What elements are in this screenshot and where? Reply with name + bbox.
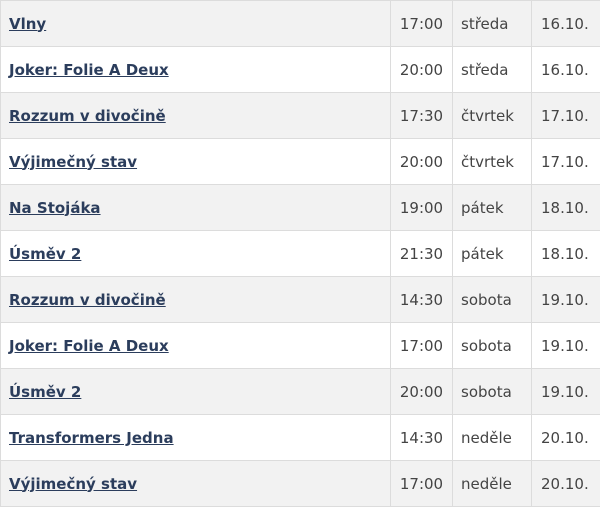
title-cell: Rozzum v divočině xyxy=(0,276,391,323)
schedule-row: Rozzum v divočině 17:30 čtvrtek 17.10. xyxy=(0,92,600,139)
schedule-row: Úsměv 2 20:00 sobota 19.10. xyxy=(0,368,600,415)
schedule-row: Výjimečný stav 20:00 čtvrtek 17.10. xyxy=(0,138,600,185)
schedule-row: Joker: Folie A Deux 17:00 sobota 19.10. xyxy=(0,322,600,369)
schedule-row: Výjimečný stav 17:00 neděle 20.10. xyxy=(0,460,600,507)
date-cell: 20.10. xyxy=(531,414,600,461)
time-cell: 17:00 xyxy=(390,460,453,507)
movie-link[interactable]: Joker: Folie A Deux xyxy=(9,60,169,79)
movie-link[interactable]: Rozzum v divočině xyxy=(9,290,166,309)
movie-link[interactable]: Výjimečný stav xyxy=(9,474,138,493)
schedule-rows: Vlny 17:00 středa 16.10. Joker: Folie A Deux… xyxy=(0,0,600,507)
day-cell: pátek xyxy=(452,184,532,231)
time-cell: 19:00 xyxy=(390,184,453,231)
time-cell: 21:30 xyxy=(390,230,453,277)
time-cell: 17:30 xyxy=(390,92,453,139)
date-cell: 17.10. xyxy=(531,92,600,139)
time-cell: 14:30 xyxy=(390,414,453,461)
date-cell: 19.10. xyxy=(531,368,600,415)
date-cell: 18.10. xyxy=(531,184,600,231)
title-cell: Výjimečný stav xyxy=(0,138,391,185)
title-cell: Joker: Folie A Deux xyxy=(0,322,391,369)
date-cell: 16.10. xyxy=(531,46,600,93)
day-cell: středa xyxy=(452,0,532,47)
time-cell: 20:00 xyxy=(390,46,453,93)
schedule-row: Joker: Folie A Deux 20:00 středa 16.10. xyxy=(0,46,600,93)
movie-link[interactable]: Transformers Jedna xyxy=(9,428,174,447)
schedule-row: Vlny 17:00 středa 16.10. xyxy=(0,0,600,47)
time-cell: 20:00 xyxy=(390,368,453,415)
title-cell: Vlny xyxy=(0,0,391,47)
movie-link[interactable]: Na Stojáka xyxy=(9,198,101,217)
title-cell: Úsměv 2 xyxy=(0,368,391,415)
day-cell: neděle xyxy=(452,414,532,461)
day-cell: sobota xyxy=(452,368,532,415)
time-cell: 17:00 xyxy=(390,322,453,369)
title-cell: Výjimečný stav xyxy=(0,460,391,507)
date-cell: 18.10. xyxy=(531,230,600,277)
schedule-table: Vlny 17:00 středa 16.10. Joker: Folie A Deux… xyxy=(0,0,600,507)
day-cell: čtvrtek xyxy=(452,92,532,139)
day-cell: neděle xyxy=(452,460,532,507)
date-cell: 19.10. xyxy=(531,276,600,323)
schedule-row: Úsměv 2 21:30 pátek 18.10. xyxy=(0,230,600,277)
date-cell: 19.10. xyxy=(531,322,600,369)
day-cell: středa xyxy=(452,46,532,93)
day-cell: sobota xyxy=(452,276,532,323)
day-cell: pátek xyxy=(452,230,532,277)
schedule-row: Transformers Jedna 14:30 neděle 20.10. xyxy=(0,414,600,461)
title-cell: Úsměv 2 xyxy=(0,230,391,277)
movie-link[interactable]: Výjimečný stav xyxy=(9,152,138,171)
schedule-row: Rozzum v divočině 14:30 sobota 19.10. xyxy=(0,276,600,323)
time-cell: 17:00 xyxy=(390,0,453,47)
day-cell: čtvrtek xyxy=(452,138,532,185)
time-cell: 20:00 xyxy=(390,138,453,185)
schedule-row: Na Stojáka 19:00 pátek 18.10. xyxy=(0,184,600,231)
title-cell: Transformers Jedna xyxy=(0,414,391,461)
movie-link[interactable]: Vlny xyxy=(9,14,47,33)
movie-link[interactable]: Rozzum v divočině xyxy=(9,106,166,125)
date-cell: 20.10. xyxy=(531,460,600,507)
title-cell: Rozzum v divočině xyxy=(0,92,391,139)
movie-link[interactable]: Úsměv 2 xyxy=(9,382,82,401)
date-cell: 16.10. xyxy=(531,0,600,47)
movie-link[interactable]: Úsměv 2 xyxy=(9,244,82,263)
title-cell: Na Stojáka xyxy=(0,184,391,231)
day-cell: sobota xyxy=(452,322,532,369)
title-cell: Joker: Folie A Deux xyxy=(0,46,391,93)
time-cell: 14:30 xyxy=(390,276,453,323)
movie-link[interactable]: Joker: Folie A Deux xyxy=(9,336,169,355)
date-cell: 17.10. xyxy=(531,138,600,185)
